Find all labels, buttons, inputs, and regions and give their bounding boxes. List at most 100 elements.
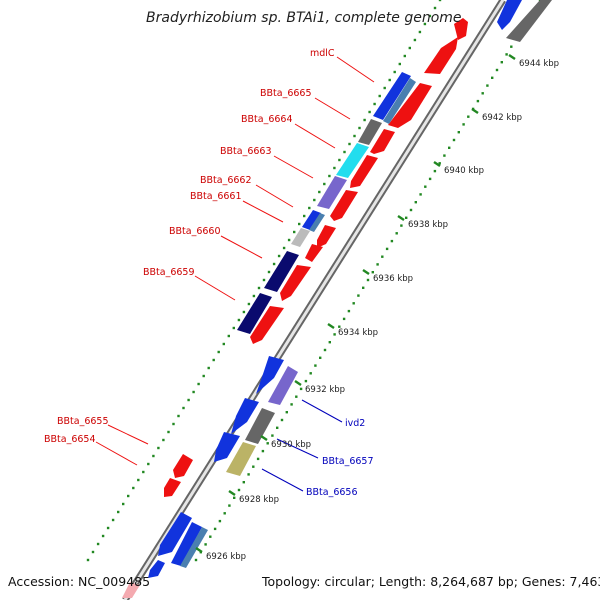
label-bbta-6662[interactable]: BBta_6662 (200, 175, 252, 186)
track-dot (309, 372, 312, 375)
track-dot (247, 473, 250, 476)
gene-blue-mdlc[interactable] (373, 72, 411, 120)
track-dot (277, 254, 281, 258)
gene-red-6654[interactable] (164, 478, 181, 497)
gene-blue-bottom-c[interactable] (148, 560, 165, 578)
gene-gray-top-right[interactable] (506, 0, 552, 42)
gene-red-6663[interactable] (350, 155, 378, 188)
label-bbta-6660[interactable]: BBta_6660 (169, 226, 221, 237)
track-dot (388, 78, 391, 82)
track-dot (303, 214, 306, 218)
track-dot (202, 374, 205, 378)
track-dot (323, 348, 327, 352)
gene-lavender-6662[interactable] (317, 176, 347, 209)
track-dot (448, 146, 451, 149)
track-dot (357, 294, 360, 297)
track-dot (192, 390, 195, 394)
gene-red-6659a[interactable] (280, 265, 311, 301)
track-dot (395, 232, 398, 235)
gene-olive-6656[interactable] (226, 442, 256, 476)
gene-blue-upper-a[interactable] (256, 356, 284, 394)
track-dot (212, 358, 215, 362)
gene-blue-bottom-b[interactable] (171, 522, 202, 566)
track-dot (237, 318, 241, 322)
track-dot (132, 486, 135, 490)
track-dot (333, 333, 336, 336)
gene-red-6655[interactable] (173, 454, 193, 478)
gene-steel-mdlc[interactable] (383, 78, 416, 124)
gene-blue-upper-c[interactable] (214, 432, 240, 462)
track-dot (213, 527, 217, 531)
track-dot (96, 542, 100, 546)
gene-red-6659b[interactable] (250, 306, 284, 344)
gene-red-top[interactable] (454, 18, 468, 40)
leader-6659 (194, 275, 236, 301)
label-bbta-6656[interactable]: BBta_6656 (306, 487, 358, 498)
gene-red-mdlc-right[interactable] (424, 37, 458, 74)
label-bbta-6654[interactable]: BBta_6654 (44, 434, 96, 445)
label-bbta-6663[interactable]: BBta_6663 (220, 146, 272, 157)
track-dot (232, 326, 235, 330)
gene-red-6661[interactable] (317, 225, 336, 248)
track-dot (285, 411, 288, 414)
track-dot (142, 470, 145, 474)
gene-cyan-6663[interactable] (336, 143, 369, 178)
forward-strand-genes (250, 18, 468, 344)
gene-gray-6664[interactable] (358, 119, 382, 145)
label-mdlc[interactable]: mdlC (310, 48, 335, 59)
accession-text: Accession: NC_009485 (8, 574, 150, 589)
track-dot (147, 462, 150, 466)
gene-gray-6657[interactable] (245, 408, 275, 444)
leader-6655 (107, 424, 149, 445)
gene-red-6664[interactable] (370, 129, 395, 154)
gene-pink-bottom[interactable] (122, 582, 140, 598)
label-ivd2[interactable]: ivd2 (345, 418, 365, 429)
gene-blue-top-right[interactable] (497, 0, 522, 30)
track-dot (393, 70, 396, 74)
tick-mark (228, 490, 236, 496)
label-bbta-6664[interactable]: BBta_6664 (241, 114, 293, 125)
gene-blue-upper-b[interactable] (231, 398, 259, 434)
track-dot (91, 550, 95, 554)
gene-navy-6659b[interactable] (237, 293, 272, 334)
gene-navy-6659a[interactable] (264, 251, 299, 292)
tick-mark (294, 380, 302, 386)
gene-steel-6661[interactable] (309, 213, 325, 232)
track-dot (342, 317, 346, 321)
gene-steel-bottom[interactable] (180, 527, 208, 568)
tick-mark (508, 54, 516, 60)
gene-blue-bottom-a[interactable] (158, 512, 192, 556)
gene-red-6662[interactable] (330, 190, 358, 221)
track-dot (328, 341, 331, 344)
gene-lightgray-6660[interactable] (291, 228, 310, 247)
label-bbta-6659[interactable]: BBta_6659 (143, 267, 195, 278)
gene-red-6665[interactable] (388, 83, 432, 128)
track-dot (398, 62, 401, 66)
gene-red-6660[interactable] (305, 244, 323, 262)
tick-label: 6944 kbp (519, 59, 559, 69)
gene-blue-6661[interactable] (302, 210, 321, 230)
leader-6660 (220, 235, 263, 259)
map-title: Bradyrhizobium sp. BTAi1, complete genom… (146, 10, 462, 26)
label-bbta-6661[interactable]: BBta_6661 (190, 191, 242, 202)
track-dot (252, 465, 255, 468)
track-dot (381, 255, 384, 258)
label-bbta-6657[interactable]: BBta_6657 (322, 456, 374, 467)
track-dot (233, 496, 236, 499)
track-dot (486, 84, 489, 87)
track-dot (462, 123, 465, 126)
track-dot (414, 201, 417, 204)
track-dot (298, 222, 301, 226)
tick-label: 6932 kbp (305, 385, 345, 395)
track-dot (209, 535, 212, 538)
track-dot (222, 342, 225, 346)
leader-mdlc (336, 56, 375, 83)
tick-label: 6938 kbp (408, 220, 448, 230)
label-bbta-6665[interactable]: BBta_6665 (260, 88, 312, 99)
label-bbta-6655[interactable]: BBta_6655 (57, 416, 109, 427)
gene-lavender-ivd2[interactable] (268, 366, 298, 405)
leader-lines (95, 56, 375, 492)
track-dot (261, 449, 265, 453)
track-dot (433, 169, 437, 173)
tick-label: 6942 kbp (482, 113, 522, 123)
